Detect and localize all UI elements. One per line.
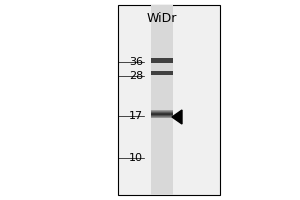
Bar [151,71,173,75]
Text: WiDr: WiDr [147,12,177,25]
Bar [151,5,173,195]
Bar [151,116,173,117]
Text: 36: 36 [129,57,143,67]
Text: 17: 17 [129,111,143,121]
Bar [151,114,173,115]
Bar [151,111,173,112]
Bar [151,113,173,114]
Text: 10: 10 [129,153,143,163]
Bar [151,58,173,62]
Bar [151,112,173,113]
Text: 28: 28 [129,71,143,81]
Bar [151,110,173,111]
Bar [151,115,173,116]
Polygon shape [172,110,182,124]
Bar [118,5,220,195]
Bar [151,117,173,118]
